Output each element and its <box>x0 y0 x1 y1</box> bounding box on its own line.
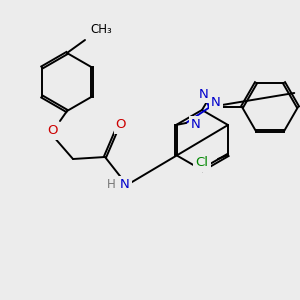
Text: N: N <box>120 178 130 191</box>
Text: H: H <box>106 178 116 190</box>
Text: N: N <box>199 88 209 100</box>
Text: N: N <box>191 118 201 131</box>
Text: O: O <box>116 118 126 131</box>
Text: CH₃: CH₃ <box>90 23 112 36</box>
Text: Cl: Cl <box>196 157 208 169</box>
Text: N: N <box>211 97 221 110</box>
Text: O: O <box>48 124 58 137</box>
